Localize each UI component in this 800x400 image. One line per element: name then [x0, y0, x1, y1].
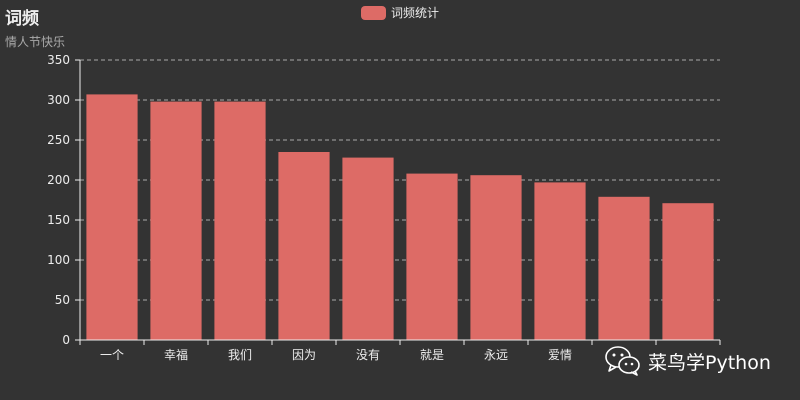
bar[interactable]	[470, 175, 522, 340]
bars	[86, 94, 714, 341]
x-tick-label: 永远	[484, 348, 508, 362]
bar[interactable]	[342, 157, 394, 340]
bar[interactable]	[662, 203, 714, 340]
x-tick-label: 因为	[292, 348, 316, 362]
y-tick-label: 250	[47, 133, 70, 147]
chart-title: 词频	[5, 9, 39, 29]
legend[interactable]: 词频统计	[361, 4, 439, 21]
bar[interactable]	[406, 173, 458, 340]
chart-subtitle: 情人节快乐	[5, 35, 66, 49]
y-tick-label: 50	[55, 293, 70, 307]
legend-swatch	[361, 5, 386, 20]
watermark: 菜鸟学Python	[604, 344, 771, 378]
bar[interactable]	[278, 152, 330, 340]
y-tick-label: 350	[47, 53, 70, 67]
x-tick-label: 就是	[420, 348, 444, 362]
x-tick-label: 我们	[228, 347, 252, 362]
x-tick-label: 幸福	[164, 347, 188, 362]
y-tick-label: 0	[62, 333, 70, 347]
y-tick-label: 150	[47, 213, 70, 227]
bar[interactable]	[150, 101, 202, 340]
y-tick-label: 100	[47, 253, 70, 267]
x-tick-label: 没有	[356, 347, 380, 362]
bar[interactable]	[598, 196, 650, 340]
x-tick-label: 爱情	[548, 348, 572, 362]
wechat-icon	[605, 346, 640, 376]
bar[interactable]	[214, 101, 266, 340]
x-tick-label: 一个	[100, 348, 124, 362]
axes: 0 50 100 150 200 250 300 350 一个 幸福 我们 因为 没有 就是 永远 爱情	[47, 53, 721, 362]
y-tick-label: 300	[47, 93, 70, 107]
bar[interactable]	[534, 182, 586, 340]
legend-label: 词频统计	[391, 6, 440, 20]
watermark-text: 菜鸟学Python	[648, 351, 771, 374]
y-tick-label: 200	[47, 173, 70, 187]
bar[interactable]	[86, 94, 138, 341]
